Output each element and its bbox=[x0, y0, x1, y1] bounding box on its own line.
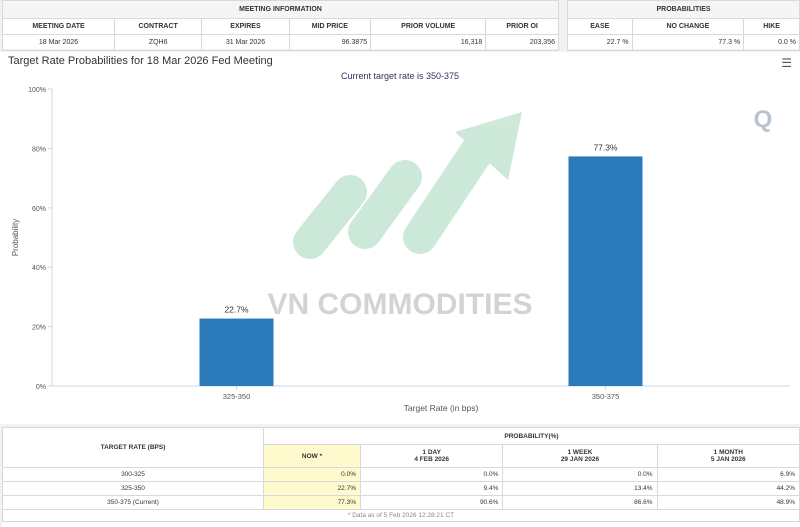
header-target-rate: TARGET RATE (BPS) bbox=[2, 427, 264, 468]
probabilities-panel: PROBABILITIES EASE NO CHANGE HIKE 22.7 %… bbox=[567, 0, 800, 51]
one-month-value: 6.9% bbox=[656, 467, 800, 482]
y-tick-label: 40% bbox=[32, 265, 46, 272]
rate-label: 300-325 bbox=[2, 467, 264, 482]
one-day-value: 0.0% bbox=[359, 467, 504, 482]
x-axis-label: Target Rate (in bps) bbox=[404, 403, 479, 413]
header-ease: EASE bbox=[567, 18, 633, 35]
y-tick-label: 0% bbox=[36, 384, 46, 391]
bar-325-350 bbox=[199, 318, 274, 386]
watermark-text: VN COMMODITIES bbox=[267, 288, 532, 321]
header-1-day: 1 DAY 4 FEB 2026 bbox=[359, 444, 504, 468]
one-day-value: 90.6% bbox=[359, 495, 504, 510]
chart-title: Target Rate Probabilities for 18 Mar 202… bbox=[8, 55, 273, 67]
cell-prior-volume: 16,318 bbox=[370, 34, 487, 51]
quikstrike-logo-icon: Q bbox=[754, 106, 773, 133]
header-mid-price: MID PRICE bbox=[288, 18, 372, 35]
now-value: 22.7% bbox=[263, 481, 361, 496]
cell-contract: ZQH6 bbox=[113, 34, 203, 51]
meeting-information-panel: MEETING INFORMATION MEETING DATE CONTRAC… bbox=[2, 0, 559, 51]
header-no-change: NO CHANGE bbox=[631, 18, 745, 35]
rate-label: 350-375 (Current) bbox=[2, 495, 264, 510]
one-month-value: 44.2% bbox=[656, 481, 800, 496]
y-tick-label: 20% bbox=[32, 325, 46, 332]
header-meeting-date: MEETING DATE bbox=[2, 18, 115, 35]
header-contract: CONTRACT bbox=[113, 18, 203, 35]
target-rate-probability-panel: TARGET RATE (BPS) PROBABILITY(%) NOW * 1… bbox=[2, 427, 800, 527]
watermark-stroke bbox=[348, 160, 422, 249]
watermark-arrowhead bbox=[455, 112, 522, 180]
probabilities-group-title: PROBABILITIES bbox=[567, 0, 800, 19]
rate-label: 325-350 bbox=[2, 481, 264, 496]
x-tick-label: 325-350 bbox=[223, 392, 251, 401]
table-row: 300-325 0.0% 0.0% 0.0% 6.9% bbox=[2, 467, 800, 482]
cell-hike: 0.0 % bbox=[743, 34, 800, 51]
meeting-info-group-title: MEETING INFORMATION bbox=[2, 0, 559, 19]
now-value: 77.3% bbox=[263, 495, 361, 510]
watermark-stroke bbox=[403, 130, 497, 254]
one-month-value: 48.9% bbox=[656, 495, 800, 510]
watermark-logo: VN COMMODITIES bbox=[267, 112, 533, 321]
header-1-week: 1 WEEK 29 JAN 2026 bbox=[502, 444, 658, 468]
watermark-stroke bbox=[293, 175, 367, 259]
data-label: 22.7% bbox=[224, 305, 249, 315]
header-expires: EXPIRES bbox=[201, 18, 290, 35]
header-1-month: 1 MONTH 5 JAN 2026 bbox=[656, 444, 800, 468]
now-value: 0.0% bbox=[263, 467, 361, 482]
y-tick-label: 100% bbox=[28, 87, 46, 94]
target-rate-probability-table: TARGET RATE (BPS) PROBABILITY(%) NOW * 1… bbox=[2, 427, 800, 522]
y-axis-label: Probability bbox=[11, 219, 20, 256]
cell-expires: 31 Mar 2026 bbox=[201, 34, 290, 51]
header-prior-oi: PRIOR OI bbox=[485, 18, 559, 35]
one-day-value: 9.4% bbox=[359, 481, 504, 496]
cell-mid-price: 96.3875 bbox=[288, 34, 372, 51]
header-now: NOW * bbox=[263, 444, 361, 468]
y-tick-label: 60% bbox=[32, 206, 46, 213]
bar-chart: VN COMMODITIES Q Current target rate is 35… bbox=[11, 71, 790, 413]
one-week-value: 86.6% bbox=[502, 495, 658, 510]
data-footnote: * Data as of 5 Feb 2026 12:28:21 CT bbox=[2, 509, 800, 522]
chart-subtitle: Current target rate is 350-375 bbox=[341, 71, 459, 81]
hamburger-menu-icon[interactable]: ☰ bbox=[781, 56, 792, 70]
table-row: 325-350 22.7% 9.4% 13.4% 44.2% bbox=[2, 481, 800, 496]
y-tick-label: 80% bbox=[32, 146, 46, 153]
data-label: 77.3% bbox=[593, 142, 618, 152]
bar-350-375 bbox=[568, 156, 643, 386]
cell-meeting-date: 18 Mar 2026 bbox=[2, 34, 115, 51]
probabilities-table: PROBABILITIES EASE NO CHANGE HIKE 22.7 %… bbox=[567, 0, 800, 51]
cell-ease: 22.7 % bbox=[567, 34, 633, 51]
chart-container: VN COMMODITIES Q Current target rate is 35… bbox=[0, 52, 800, 424]
meeting-information-table: MEETING INFORMATION MEETING DATE CONTRAC… bbox=[2, 0, 559, 51]
one-week-value: 13.4% bbox=[502, 481, 658, 496]
one-week-value: 0.0% bbox=[502, 467, 658, 482]
header-hike: HIKE bbox=[743, 18, 800, 35]
x-tick-label: 350-375 bbox=[592, 392, 620, 401]
cell-no-change: 77.3 % bbox=[631, 34, 745, 51]
header-probability: PROBABILITY(%) bbox=[263, 427, 800, 445]
table-row: 350-375 (Current) 77.3% 90.6% 86.6% 48.9… bbox=[2, 495, 800, 510]
cell-prior-oi: 203,356 bbox=[485, 34, 559, 51]
header-prior-volume: PRIOR VOLUME bbox=[370, 18, 487, 35]
